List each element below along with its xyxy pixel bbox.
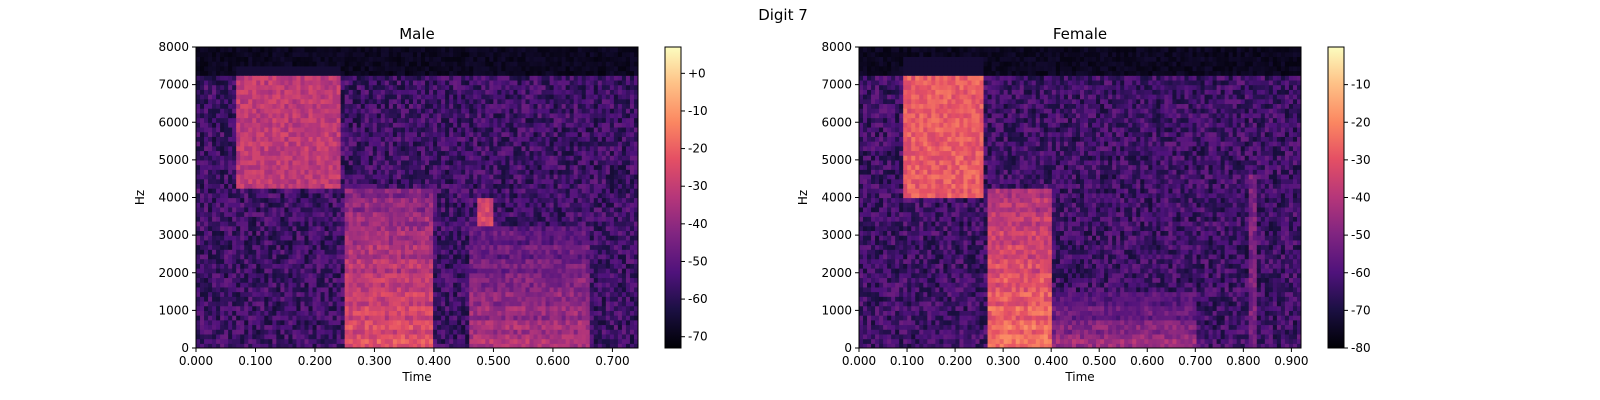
y-tick-label: 3000 bbox=[821, 228, 852, 242]
x-tick-label: 0.400 bbox=[417, 354, 451, 368]
x-axis-label: Time bbox=[401, 370, 431, 384]
x-tick-label: 0.500 bbox=[1082, 354, 1116, 368]
colorbar-tick-label: -70 bbox=[1351, 303, 1371, 317]
y-tick-label: 4000 bbox=[158, 191, 189, 205]
colorbar-tick-label: -20 bbox=[1351, 115, 1371, 129]
colorbar-tick-label: -40 bbox=[1351, 191, 1371, 205]
colorbar-tick-label: +0 bbox=[688, 66, 706, 80]
x-tick-label: 0.700 bbox=[595, 354, 629, 368]
x-tick-label: 0.400 bbox=[1034, 354, 1068, 368]
chart-panel-male: Male 0.000 0.100 0.200 0.300 0.400 0.500 0.600 0… bbox=[133, 25, 708, 384]
colorbar-tick-label: -80 bbox=[1351, 341, 1371, 355]
x-axis-label: Time bbox=[1064, 370, 1094, 384]
colorbar-tick-label: -30 bbox=[688, 179, 708, 193]
y-tick-label: 3000 bbox=[158, 228, 189, 242]
x-tick-label: 0.700 bbox=[1178, 354, 1212, 368]
spectrogram-heatmap bbox=[196, 47, 638, 348]
x-tick-label: 0.600 bbox=[536, 354, 570, 368]
y-tick-label: 4000 bbox=[821, 191, 852, 205]
y-tick-label: 1000 bbox=[158, 303, 189, 317]
x-tick-label: 0.300 bbox=[357, 354, 391, 368]
colorbar-tick-label: -60 bbox=[1351, 266, 1371, 280]
y-axis-label: Hz bbox=[796, 190, 810, 205]
chart-panel-female: Female 0.000 0.100 0.200 0.300 0.400 0.500 0.60… bbox=[796, 25, 1371, 384]
colorbar-tick-label: -10 bbox=[1351, 78, 1371, 92]
x-tick-label: 0.200 bbox=[938, 354, 972, 368]
y-tick-label: 1000 bbox=[821, 303, 852, 317]
x-tick-label: 0.900 bbox=[1274, 354, 1308, 368]
x-tick-label: 0.200 bbox=[298, 354, 332, 368]
y-tick-label: 5000 bbox=[821, 153, 852, 167]
colorbar bbox=[1327, 46, 1345, 349]
figure-title: Digit 7 bbox=[758, 6, 808, 24]
colorbar-tick-label: -50 bbox=[688, 254, 708, 268]
y-tick-label: 8000 bbox=[821, 40, 852, 54]
y-tick-label: 2000 bbox=[821, 266, 852, 280]
colorbar bbox=[664, 46, 682, 349]
colorbar-tick-label: -70 bbox=[688, 330, 708, 344]
x-tick-label: 0.000 bbox=[842, 354, 876, 368]
chart-title: Female bbox=[1053, 25, 1107, 43]
y-tick-label: 7000 bbox=[821, 78, 852, 92]
colorbar-tick-label: -30 bbox=[1351, 153, 1371, 167]
y-tick-label: 7000 bbox=[158, 78, 189, 92]
y-axis-label: Hz bbox=[133, 190, 147, 205]
y-tick-label: 0 bbox=[181, 341, 189, 355]
x-tick-label: 0.500 bbox=[476, 354, 510, 368]
chart-title: Male bbox=[399, 25, 435, 43]
y-tick-label: 6000 bbox=[821, 115, 852, 129]
y-tick-label: 6000 bbox=[158, 115, 189, 129]
y-tick-label: 8000 bbox=[158, 40, 189, 54]
y-tick-label: 2000 bbox=[158, 266, 189, 280]
x-tick-label: 0.000 bbox=[179, 354, 213, 368]
colorbar-tick-label: -40 bbox=[688, 217, 708, 231]
colorbar-tick-label: -50 bbox=[1351, 228, 1371, 242]
y-tick-label: 0 bbox=[844, 341, 852, 355]
y-tick-label: 5000 bbox=[158, 153, 189, 167]
x-tick-label: 0.600 bbox=[1130, 354, 1164, 368]
x-tick-label: 0.100 bbox=[238, 354, 272, 368]
colorbar-tick-label: -60 bbox=[688, 292, 708, 306]
x-tick-label: 0.300 bbox=[986, 354, 1020, 368]
x-tick-label: 0.100 bbox=[890, 354, 924, 368]
spectrogram-heatmap bbox=[859, 47, 1301, 348]
colorbar-tick-label: -10 bbox=[688, 104, 708, 118]
colorbar-tick-label: -20 bbox=[688, 142, 708, 156]
x-tick-label: 0.800 bbox=[1226, 354, 1260, 368]
